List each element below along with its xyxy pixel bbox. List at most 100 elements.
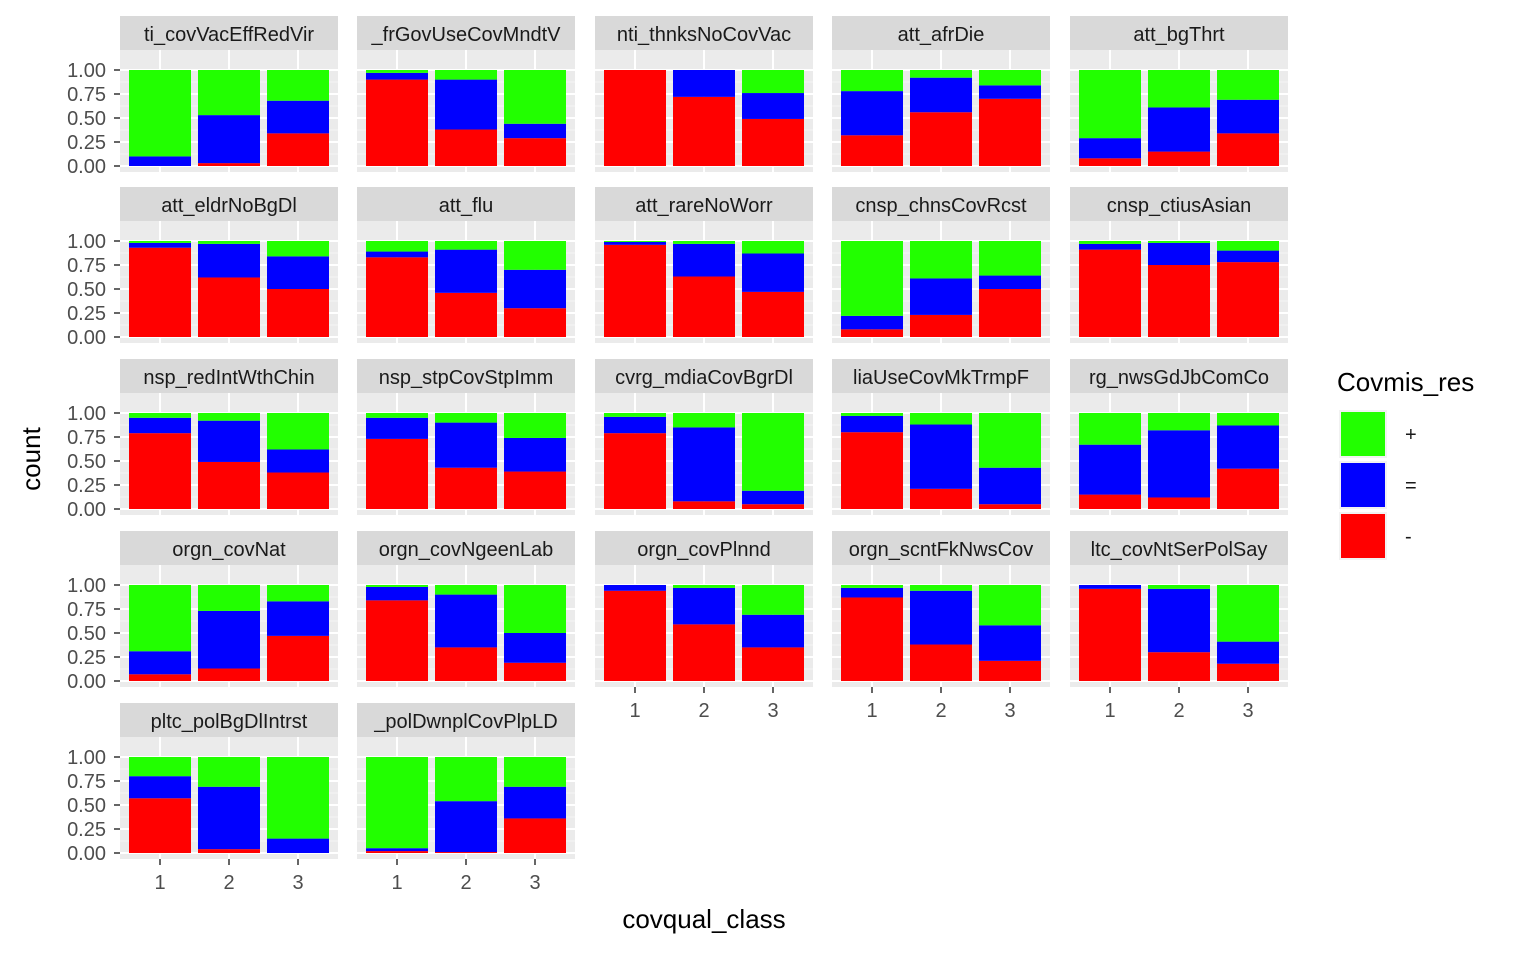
bar-segment-plus (841, 70, 903, 92)
bar-segment-plus (267, 585, 329, 602)
legend-key-swatch (1341, 514, 1385, 558)
bar-segment-minus (910, 314, 972, 337)
bar-segment-plus (979, 585, 1041, 626)
bar-segment-plus (366, 413, 428, 418)
facet-title: rg_nwsGdJbComCo (1089, 367, 1269, 389)
y-tick-label: 0.25 (67, 819, 106, 841)
bar-segment-equal (1079, 444, 1141, 495)
y-tick-label: 0.75 (67, 255, 106, 277)
bar-segment-minus (1148, 265, 1210, 337)
bar-segment-plus (604, 241, 666, 242)
bar-segment-equal (604, 585, 666, 591)
x-tick-label: 3 (767, 700, 778, 722)
bar-segment-equal (1217, 99, 1279, 134)
bar-segment-equal (841, 415, 903, 433)
y-tick-label: 0.75 (67, 84, 106, 106)
facet-title: att_bgThrt (1133, 24, 1225, 46)
facet-strip (595, 16, 813, 50)
bar-segment-equal (504, 786, 566, 819)
bar-segment-minus (604, 244, 666, 337)
bar-segment-plus (267, 70, 329, 101)
bar-segment-plus (742, 241, 804, 254)
facet-strip (357, 531, 575, 565)
facet-strip (1070, 359, 1288, 393)
bar-segment-equal (267, 256, 329, 289)
bar-segment-minus (604, 70, 666, 166)
bar-segment-plus (129, 70, 191, 157)
bar-segment-minus (979, 289, 1041, 337)
bar-segment-equal (910, 590, 972, 645)
bar-segment-plus (129, 585, 191, 652)
x-axis-title: covqual_class (622, 904, 785, 934)
bar-segment-equal (841, 315, 903, 330)
bar-segment-plus (504, 70, 566, 124)
bar-segment-minus (1079, 588, 1141, 681)
bar-segment-minus (1148, 151, 1210, 166)
x-tick-label: 2 (935, 700, 946, 722)
bar-segment-plus (435, 241, 497, 250)
bar-segment-equal (198, 420, 260, 462)
x-tick-label: 2 (223, 872, 234, 894)
bar-segment-plus (910, 585, 972, 591)
bar-segment-equal (198, 243, 260, 278)
facet-title: orgn_covNgeenLab (379, 539, 554, 561)
bar-segment-minus (841, 597, 903, 681)
bar-segment-equal (604, 241, 666, 245)
bar-segment-equal (435, 594, 497, 648)
x-tick-label: 2 (698, 700, 709, 722)
bar-segment-minus (504, 308, 566, 337)
bar-segment-minus (1148, 652, 1210, 681)
bar-segment-plus (435, 585, 497, 595)
bar-segment-equal (267, 449, 329, 473)
bar-segment-equal (435, 249, 497, 293)
bar-segment-equal (435, 801, 497, 853)
bar-segment-plus (1079, 70, 1141, 139)
bar-segment-minus (504, 138, 566, 166)
bar-segment-equal (267, 601, 329, 636)
y-tick-label: 0.50 (67, 623, 106, 645)
facet-strip (595, 187, 813, 221)
bar-segment-equal (673, 70, 735, 97)
bar-segment-plus (673, 413, 735, 428)
bar-segment-minus (198, 461, 260, 509)
facet-title: orgn_covPlnnd (637, 539, 770, 561)
facet-strip (832, 187, 1050, 221)
bar-segment-minus (198, 277, 260, 337)
bar-segment-equal (129, 417, 191, 434)
facet-title: nsp_stpCovStpImm (379, 367, 554, 389)
bar-segment-plus (979, 241, 1041, 276)
bar-segment-plus (841, 585, 903, 588)
bar-segment-minus (1079, 494, 1141, 509)
bar-segment-equal (504, 123, 566, 139)
bar-segment-minus (1079, 158, 1141, 166)
y-tick-label: 0.75 (67, 771, 106, 793)
facet-strip (832, 531, 1050, 565)
bar-segment-minus (366, 257, 428, 337)
facet-strip (1070, 187, 1288, 221)
bar-segment-minus (267, 635, 329, 681)
bar-segment-plus (366, 70, 428, 73)
y-tick-label: 0.00 (67, 499, 106, 521)
y-tick-label: 1.00 (67, 231, 106, 253)
bar-segment-equal (979, 625, 1041, 661)
bar-segment-minus (267, 289, 329, 337)
bar-segment-equal (1217, 641, 1279, 664)
facet-strip (357, 187, 575, 221)
bar-segment-plus (504, 757, 566, 787)
bar-segment-plus (435, 70, 497, 80)
legend-key-swatch (1341, 463, 1385, 507)
bar-segment-minus (198, 849, 260, 853)
bar-segment-minus (604, 590, 666, 681)
y-tick-label: 0.00 (67, 671, 106, 693)
bar-segment-plus (267, 757, 329, 839)
bar-segment-plus (504, 585, 566, 633)
legend-label: - (1405, 526, 1412, 548)
facet-strip (595, 531, 813, 565)
bar-segment-minus (979, 504, 1041, 509)
facet-strip (120, 187, 338, 221)
bar-segment-plus (742, 413, 804, 491)
bar-segment-plus (1079, 413, 1141, 445)
facet-strip (120, 531, 338, 565)
